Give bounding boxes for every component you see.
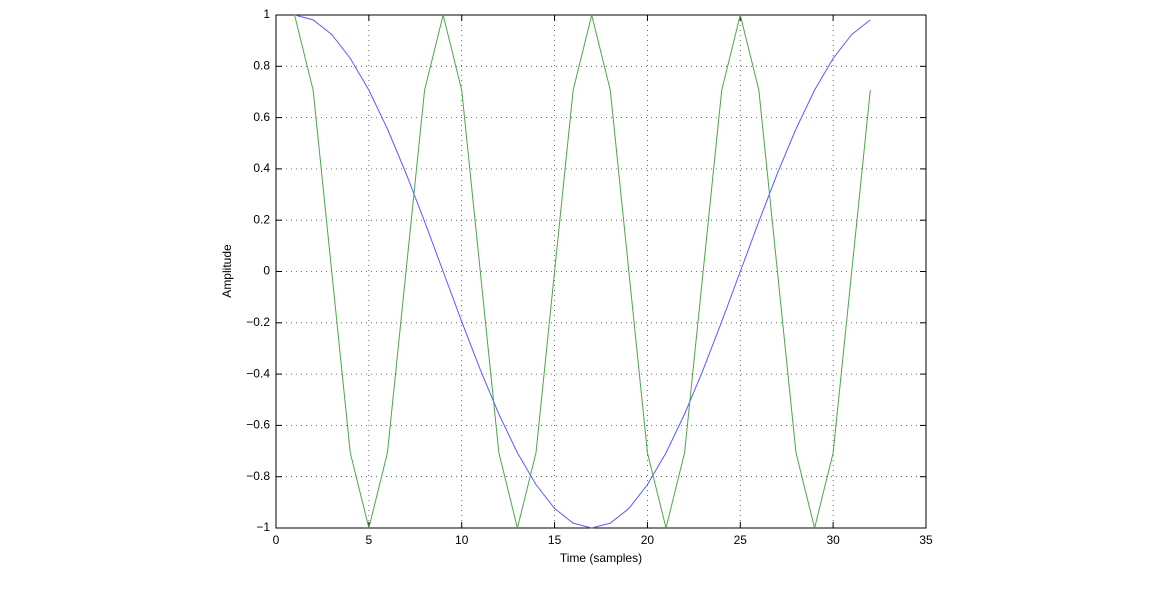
y-tick-label: 0.6	[253, 110, 270, 124]
y-tick-label: 0	[263, 264, 270, 278]
series-line	[294, 14, 871, 529]
x-tick-label: 10	[455, 533, 469, 547]
x-tick-label: 30	[826, 533, 840, 547]
x-tick-label: 20	[641, 533, 655, 547]
x-tick-label: 25	[734, 533, 748, 547]
x-tick-label: 35	[919, 533, 933, 547]
y-tick-label: −1	[256, 520, 270, 534]
y-tick-label: 0.2	[253, 212, 270, 226]
x-tick-label: 15	[548, 533, 562, 547]
series-line	[294, 14, 871, 529]
y-axis-label: Amplitude	[220, 244, 234, 298]
y-tick-label: −0.6	[246, 418, 270, 432]
x-tick-label: 0	[273, 533, 280, 547]
y-tick-label: −0.4	[246, 366, 270, 380]
y-tick-label: 1	[263, 7, 270, 21]
x-axis-label: Time (samples)	[560, 551, 642, 565]
y-tick-label: 0.8	[253, 58, 270, 72]
y-tick-label: 0.4	[253, 161, 270, 175]
plot-frame	[275, 14, 927, 529]
y-tick-label: −0.8	[246, 469, 270, 483]
x-tick-label: 5	[366, 533, 373, 547]
y-tick-label: −0.2	[246, 315, 270, 329]
